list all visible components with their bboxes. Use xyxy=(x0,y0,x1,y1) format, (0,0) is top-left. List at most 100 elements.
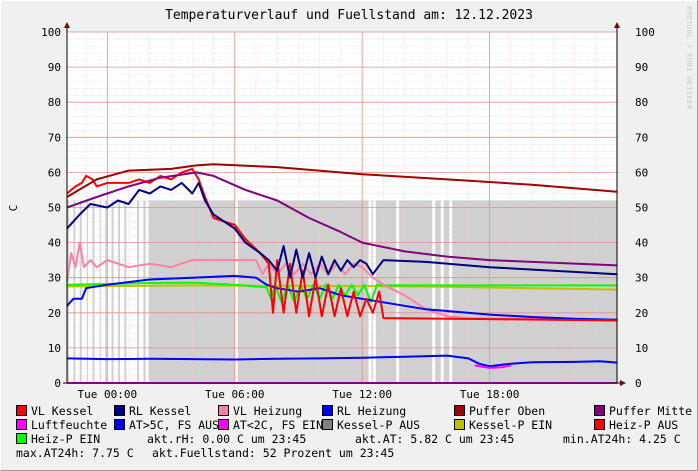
series-line-rl-kessel xyxy=(66,181,618,279)
legend-label-heiz-p-ein: Heiz-P EIN xyxy=(31,432,101,446)
legend-label: AT<2C, FS EIN xyxy=(233,418,324,432)
fill-level-gap xyxy=(113,199,117,383)
fill-level-gap xyxy=(145,199,149,383)
legend-label: Puffer Mitte xyxy=(609,404,693,418)
y-tick-label-right: 100 xyxy=(635,26,655,39)
legend-swatch xyxy=(218,405,229,416)
legend-swatch xyxy=(114,405,125,416)
y-tick-label-left: 50 xyxy=(48,202,61,215)
y-tick-label-left: 70 xyxy=(48,131,61,144)
series-line-at-pink xyxy=(474,364,512,369)
y-tick-label-right: 20 xyxy=(635,307,648,320)
legend-item: Luftfeuchte xyxy=(16,418,107,432)
fill-level-area xyxy=(105,200,108,383)
y-tick-label-right: 90 xyxy=(635,61,648,74)
legend-label: Kessel-P EIN xyxy=(469,418,553,432)
fill-level-gap xyxy=(96,199,100,383)
legend-item: Puffer Oben xyxy=(454,404,545,418)
legend-label: Kessel-P AUS xyxy=(337,418,421,432)
legend-swatch xyxy=(454,405,465,416)
legend-swatch xyxy=(322,405,333,416)
fill-level-gap xyxy=(130,199,134,383)
fill-level-gap xyxy=(432,199,436,383)
fill-level-area xyxy=(73,200,76,383)
legend-label: Luftfeuchte xyxy=(31,418,108,432)
series-line-vl-kessel xyxy=(66,167,618,322)
legend-swatch xyxy=(454,419,465,430)
y-tick-label-right: 70 xyxy=(635,131,648,144)
y-tick-label-right: 0 xyxy=(635,377,642,390)
y-axis-right-arrow xyxy=(614,22,620,28)
legend-label: VL Kessel xyxy=(31,404,94,418)
fill-level-area xyxy=(143,200,617,383)
legend-item: RL Heizung xyxy=(322,404,406,418)
legend-item: RL Kessel xyxy=(114,404,191,418)
y-tick-label-right: 80 xyxy=(635,96,648,109)
chart-title: Temperaturverlauf und Fuellstand am: 12.… xyxy=(165,8,533,23)
stat-max: max.AT24h: 7.75 C xyxy=(16,446,134,460)
legend-swatch xyxy=(594,419,605,430)
legend-row-3: Heiz-P EIN xyxy=(16,432,100,446)
y-axis-left-arrow xyxy=(64,22,70,28)
fill-level-area xyxy=(137,200,140,383)
stat-fill: akt.Fuellstand: 52 Prozent um 23:45 xyxy=(152,446,395,460)
legend-item: Heiz-P AUS xyxy=(594,418,678,432)
series-line-heiz-p-green xyxy=(66,281,617,304)
y-tick-label-right: 60 xyxy=(635,166,648,179)
fill-level-gap xyxy=(368,199,372,383)
legend-item: Kessel-P AUS xyxy=(322,418,420,432)
y-tick-label-left: 60 xyxy=(48,166,61,179)
stat-at: akt.AT: 5.82 C um 23:45 xyxy=(355,432,515,446)
legend-label: AT>5C, FS AUS xyxy=(129,418,220,432)
x-axis-arrow xyxy=(620,380,626,386)
x-tick-label: Tue 18:00 xyxy=(460,388,520,400)
legend-item: VL Kessel xyxy=(16,404,93,418)
y-tick-label-left: 0 xyxy=(54,377,61,390)
legend-item: AT>5C, FS AUS xyxy=(114,418,219,432)
legend-swatch xyxy=(114,419,125,430)
legend-label: RL Kessel xyxy=(129,404,192,418)
series-line-at-blue xyxy=(66,354,618,368)
legend-swatch xyxy=(218,419,229,430)
legend-label: RL Heizung xyxy=(337,404,407,418)
series-line-puffer-oben xyxy=(66,163,618,198)
legend-label: VL Heizung xyxy=(233,404,303,418)
y-tick-label-left: 20 xyxy=(48,307,61,320)
rrdtool-credit: RRDTOOL / TOBI OETIKER xyxy=(685,6,693,110)
y-tick-label-left: 80 xyxy=(48,96,61,109)
series-line-puffer-mitte xyxy=(66,171,618,267)
series-line-vl-heizung xyxy=(66,241,618,321)
y-tick-label-left: 90 xyxy=(48,61,61,74)
y-axis-label: C xyxy=(7,205,20,212)
chart-plot: 0 0 10 10 20 20 30 30 40 40 50 50 60 60 70 70 80 80 90 90 10… xyxy=(7,22,655,400)
fill-level-gap xyxy=(440,199,444,383)
fill-level-gap xyxy=(449,199,453,383)
fill-level-area xyxy=(117,200,120,383)
fill-level-area xyxy=(79,200,82,383)
legend-item: Kessel-P EIN xyxy=(454,418,552,432)
x-tick-label: Tue 12:00 xyxy=(332,388,392,400)
legend-swatch-heiz-p-ein xyxy=(16,433,27,444)
legend-item: VL Heizung xyxy=(218,404,302,418)
legend-swatch xyxy=(16,419,27,430)
x-tick-label: Tue 00:00 xyxy=(78,388,138,400)
y-tick-label-left: 30 xyxy=(48,272,61,285)
y-tick-label-left: 10 xyxy=(48,342,61,355)
fill-level-gap xyxy=(234,199,238,383)
y-tick-label-right: 30 xyxy=(635,272,648,285)
y-tick-label-left: 40 xyxy=(48,237,61,250)
y-tick-label-right: 40 xyxy=(635,237,648,250)
legend-item: AT<2C, FS EIN xyxy=(218,418,323,432)
legend-item: Puffer Mitte xyxy=(594,404,692,418)
x-tick-label: Tue 06:00 xyxy=(205,388,265,400)
legend-label: Heiz-P AUS xyxy=(609,418,679,432)
stat-rh: akt.rH: 0.00 C um 23:45 xyxy=(147,432,307,446)
legend-swatch xyxy=(16,405,27,416)
series-line-kessel-p-yellow xyxy=(66,284,618,291)
y-tick-label-right: 10 xyxy=(635,342,648,355)
legend-swatch xyxy=(594,405,605,416)
y-tick-label-left: 100 xyxy=(41,26,61,39)
legend-swatch xyxy=(322,419,333,430)
stat-min: min.AT24h: 4.25 C xyxy=(563,432,681,446)
legend-label: Puffer Oben xyxy=(469,404,546,418)
